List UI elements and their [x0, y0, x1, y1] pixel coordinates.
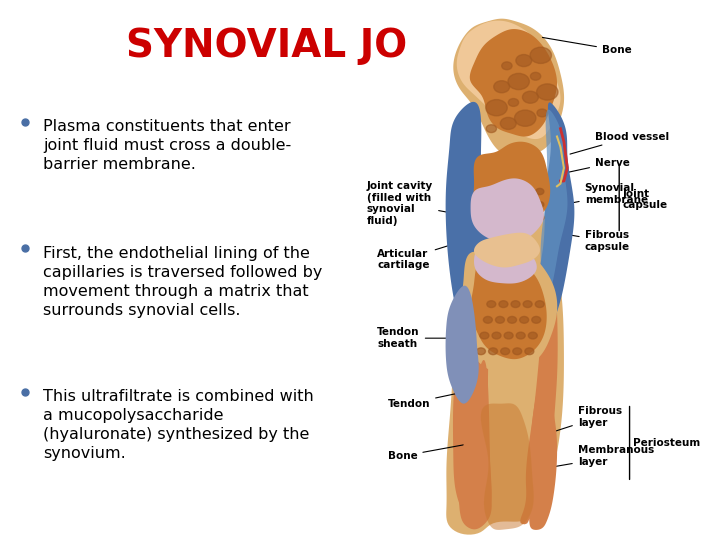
Text: Blood vessel: Blood vessel: [570, 132, 669, 154]
Circle shape: [536, 188, 544, 194]
Circle shape: [483, 316, 492, 323]
Circle shape: [499, 301, 508, 308]
Circle shape: [480, 201, 489, 208]
Circle shape: [486, 99, 507, 116]
Circle shape: [508, 98, 518, 106]
Circle shape: [511, 301, 520, 308]
Polygon shape: [470, 259, 546, 359]
Text: First, the endothelial lining of the
capillaries is traversed followed by
moveme: First, the endothelial lining of the cap…: [43, 246, 323, 318]
Text: Joint cavity
(filled with
synovial
fluid): Joint cavity (filled with synovial fluid…: [367, 181, 489, 226]
Text: Bone: Bone: [542, 37, 631, 55]
Polygon shape: [473, 141, 550, 228]
Text: Fibrous
capsule: Fibrous capsule: [563, 231, 630, 252]
Circle shape: [525, 348, 534, 355]
Polygon shape: [470, 29, 557, 137]
Text: Tendon
sheath: Tendon sheath: [377, 327, 461, 349]
Polygon shape: [460, 251, 557, 373]
Circle shape: [508, 73, 529, 90]
Circle shape: [489, 348, 498, 355]
Circle shape: [504, 332, 513, 339]
Circle shape: [500, 348, 510, 355]
Polygon shape: [459, 360, 492, 529]
Polygon shape: [453, 171, 492, 522]
Circle shape: [523, 301, 532, 308]
Text: Fibrous
layer: Fibrous layer: [546, 406, 622, 434]
Polygon shape: [454, 19, 564, 158]
Circle shape: [522, 188, 530, 194]
Circle shape: [495, 316, 505, 323]
Circle shape: [513, 348, 522, 355]
Text: Joint
capsule: Joint capsule: [623, 188, 667, 210]
Circle shape: [480, 332, 489, 339]
Polygon shape: [474, 233, 540, 267]
Circle shape: [535, 301, 544, 308]
Text: Membranous
layer: Membranous layer: [542, 445, 654, 469]
Circle shape: [537, 109, 547, 117]
Circle shape: [520, 316, 528, 323]
Text: Plasma constituents that enter
joint fluid must cross a double-
barrier membrane: Plasma constituents that enter joint flu…: [43, 119, 292, 172]
Polygon shape: [446, 188, 564, 535]
Polygon shape: [446, 102, 492, 352]
Circle shape: [536, 214, 544, 221]
Circle shape: [536, 201, 544, 208]
Circle shape: [508, 214, 516, 221]
Circle shape: [508, 201, 516, 208]
Text: Articular
cartilage: Articular cartilage: [377, 234, 485, 271]
Circle shape: [487, 301, 496, 308]
Circle shape: [480, 214, 489, 221]
Text: Tendon: Tendon: [387, 391, 468, 409]
Circle shape: [492, 332, 501, 339]
Circle shape: [522, 214, 530, 221]
Polygon shape: [456, 21, 560, 139]
Circle shape: [508, 316, 516, 323]
Polygon shape: [539, 103, 575, 325]
Circle shape: [536, 84, 558, 100]
Circle shape: [531, 72, 541, 80]
Circle shape: [523, 91, 539, 103]
Circle shape: [486, 125, 497, 133]
Circle shape: [494, 80, 510, 93]
Text: This ultrafiltrate is combined with
a mucopolysaccharide
(hyaluronate) synthesiz: This ultrafiltrate is combined with a mu…: [43, 389, 314, 461]
Polygon shape: [528, 364, 557, 530]
Circle shape: [516, 332, 525, 339]
Text: Synovial
membrane: Synovial membrane: [553, 183, 648, 207]
Polygon shape: [446, 286, 479, 403]
Polygon shape: [474, 246, 537, 284]
Circle shape: [522, 201, 530, 208]
Circle shape: [494, 214, 503, 221]
Polygon shape: [521, 194, 558, 524]
Circle shape: [494, 201, 503, 208]
Text: Periosteum: Periosteum: [633, 438, 701, 448]
Text: SYNOVIAL JO: SYNOVIAL JO: [126, 27, 407, 65]
Circle shape: [508, 188, 516, 194]
Circle shape: [494, 188, 503, 194]
Circle shape: [516, 55, 532, 66]
Polygon shape: [471, 178, 544, 242]
Text: Nerve: Nerve: [567, 158, 630, 173]
Circle shape: [502, 62, 512, 70]
Circle shape: [480, 188, 489, 194]
Circle shape: [530, 47, 552, 63]
Polygon shape: [481, 403, 534, 530]
Circle shape: [528, 332, 537, 339]
Circle shape: [532, 316, 541, 323]
Circle shape: [500, 117, 516, 130]
Polygon shape: [541, 110, 567, 299]
Circle shape: [515, 110, 536, 126]
Text: Bone: Bone: [387, 443, 472, 461]
Circle shape: [477, 348, 485, 355]
